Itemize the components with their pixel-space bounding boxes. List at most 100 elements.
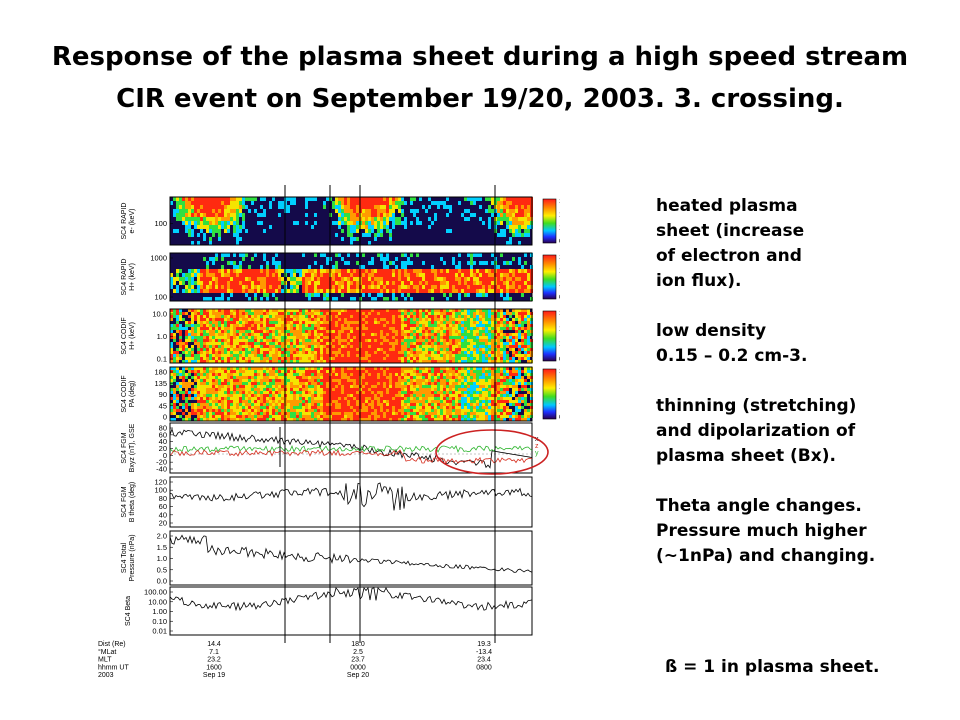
spectrogram-cell bbox=[188, 394, 191, 397]
spectrogram-cell bbox=[455, 273, 458, 277]
spectrogram-cell bbox=[200, 400, 203, 403]
spectrogram-cell bbox=[335, 403, 338, 406]
spectrogram-cell bbox=[314, 345, 317, 348]
spectrogram-cell bbox=[392, 269, 395, 273]
spectrogram-cell bbox=[452, 333, 455, 336]
spectrogram-cell bbox=[260, 309, 263, 312]
spectrogram-cell bbox=[335, 233, 338, 237]
spectrogram-cell bbox=[296, 406, 299, 409]
spectrogram-cell bbox=[233, 357, 236, 360]
spectrogram-cell bbox=[455, 285, 458, 289]
spectrogram-cell bbox=[299, 388, 302, 391]
spectrogram-cell bbox=[404, 360, 407, 363]
spectrogram-cell bbox=[476, 197, 479, 201]
spectrogram-cell bbox=[203, 318, 206, 321]
spectrogram-cell bbox=[521, 348, 524, 351]
spectrogram-cell bbox=[410, 197, 413, 201]
spectrogram-cell bbox=[191, 281, 194, 285]
spectrogram-cell bbox=[458, 273, 461, 277]
spectrogram-cell bbox=[245, 197, 248, 201]
spectrogram-cell bbox=[242, 201, 245, 205]
spectrogram-cell bbox=[425, 321, 428, 324]
spectrogram-cell bbox=[299, 342, 302, 345]
spectrogram-cell bbox=[353, 357, 356, 360]
spectrogram-cell bbox=[443, 327, 446, 330]
spectrogram-cell bbox=[206, 281, 209, 285]
spectrogram-cell bbox=[275, 330, 278, 333]
spectrogram-cell bbox=[518, 213, 521, 217]
spectrogram-cell bbox=[524, 330, 527, 333]
spectrogram-cell bbox=[377, 315, 380, 318]
spectrogram-cell bbox=[515, 233, 518, 237]
spectrogram-cell bbox=[386, 354, 389, 357]
spectrogram-cell bbox=[239, 229, 242, 233]
spectrogram-cell bbox=[392, 354, 395, 357]
spectrogram-cell bbox=[506, 261, 509, 265]
spectrogram-cell bbox=[407, 293, 410, 297]
spectrogram-cell bbox=[515, 209, 518, 213]
spectrogram-cell bbox=[320, 309, 323, 312]
spectrogram-cell bbox=[224, 367, 227, 370]
spectrogram-cell bbox=[317, 309, 320, 312]
spectrogram-cell bbox=[488, 221, 491, 225]
spectrogram-cell bbox=[512, 233, 515, 237]
spectrogram-cell bbox=[470, 345, 473, 348]
spectrogram-cell bbox=[203, 357, 206, 360]
spectrogram-cell bbox=[413, 289, 416, 293]
spectrogram-cell bbox=[287, 400, 290, 403]
spectrogram-cell bbox=[236, 318, 239, 321]
spectrogram-cell bbox=[206, 225, 209, 229]
spectrogram-cell bbox=[464, 277, 467, 281]
spectrogram-cell bbox=[467, 269, 470, 273]
spectrogram-cell bbox=[248, 209, 251, 213]
spectrogram-cell bbox=[203, 336, 206, 339]
spectrogram-cell bbox=[491, 201, 494, 205]
spectrogram-cell bbox=[455, 265, 458, 269]
spectrogram-cell bbox=[341, 237, 344, 241]
spectrogram-cell bbox=[173, 277, 176, 281]
spectrogram-cell bbox=[473, 318, 476, 321]
spectrogram-cell bbox=[245, 412, 248, 415]
spectrogram-cell bbox=[323, 285, 326, 289]
spectrogram-cell bbox=[386, 297, 389, 301]
spectrogram-cell bbox=[170, 324, 173, 327]
spectrogram-cell bbox=[251, 376, 254, 379]
spectrogram-cell bbox=[431, 265, 434, 269]
spectrogram-cell bbox=[281, 403, 284, 406]
spectrogram-cell bbox=[341, 345, 344, 348]
spectrogram-cell bbox=[212, 225, 215, 229]
spectrogram-cell bbox=[302, 289, 305, 293]
spectrogram-cell bbox=[242, 360, 245, 363]
spectrogram-cell bbox=[176, 385, 179, 388]
spectrogram-cell bbox=[311, 312, 314, 315]
spectrogram-cell bbox=[227, 273, 230, 277]
spectrogram-cell bbox=[257, 388, 260, 391]
spectrogram-cell bbox=[374, 324, 377, 327]
spectrogram-cell bbox=[293, 400, 296, 403]
spectrogram-cell bbox=[434, 330, 437, 333]
spectrogram-cell bbox=[344, 269, 347, 273]
spectrogram-cell bbox=[221, 400, 224, 403]
spectrogram-cell bbox=[365, 273, 368, 277]
spectrogram-cell bbox=[458, 253, 461, 257]
spectrogram-cell bbox=[254, 342, 257, 345]
spectrogram-cell bbox=[398, 221, 401, 225]
spectrogram-cell bbox=[254, 403, 257, 406]
spectrogram-cell bbox=[332, 348, 335, 351]
spectrogram-cell bbox=[377, 324, 380, 327]
spectrogram-cell bbox=[176, 285, 179, 289]
spectrogram-cell bbox=[242, 318, 245, 321]
spectrogram-cell bbox=[257, 357, 260, 360]
spectrogram-cell bbox=[260, 269, 263, 273]
spectrogram-cell bbox=[326, 391, 329, 394]
spectrogram-cell bbox=[242, 285, 245, 289]
spectrogram-cell bbox=[212, 397, 215, 400]
spectrogram-cell bbox=[287, 370, 290, 373]
spectrogram-cell bbox=[254, 253, 257, 257]
spectrogram-cell bbox=[236, 213, 239, 217]
spectrogram-cell bbox=[215, 201, 218, 205]
spectrogram-cell bbox=[308, 336, 311, 339]
spectrogram-cell bbox=[380, 409, 383, 412]
spectrogram-cell bbox=[371, 348, 374, 351]
spectrogram-cell bbox=[251, 409, 254, 412]
